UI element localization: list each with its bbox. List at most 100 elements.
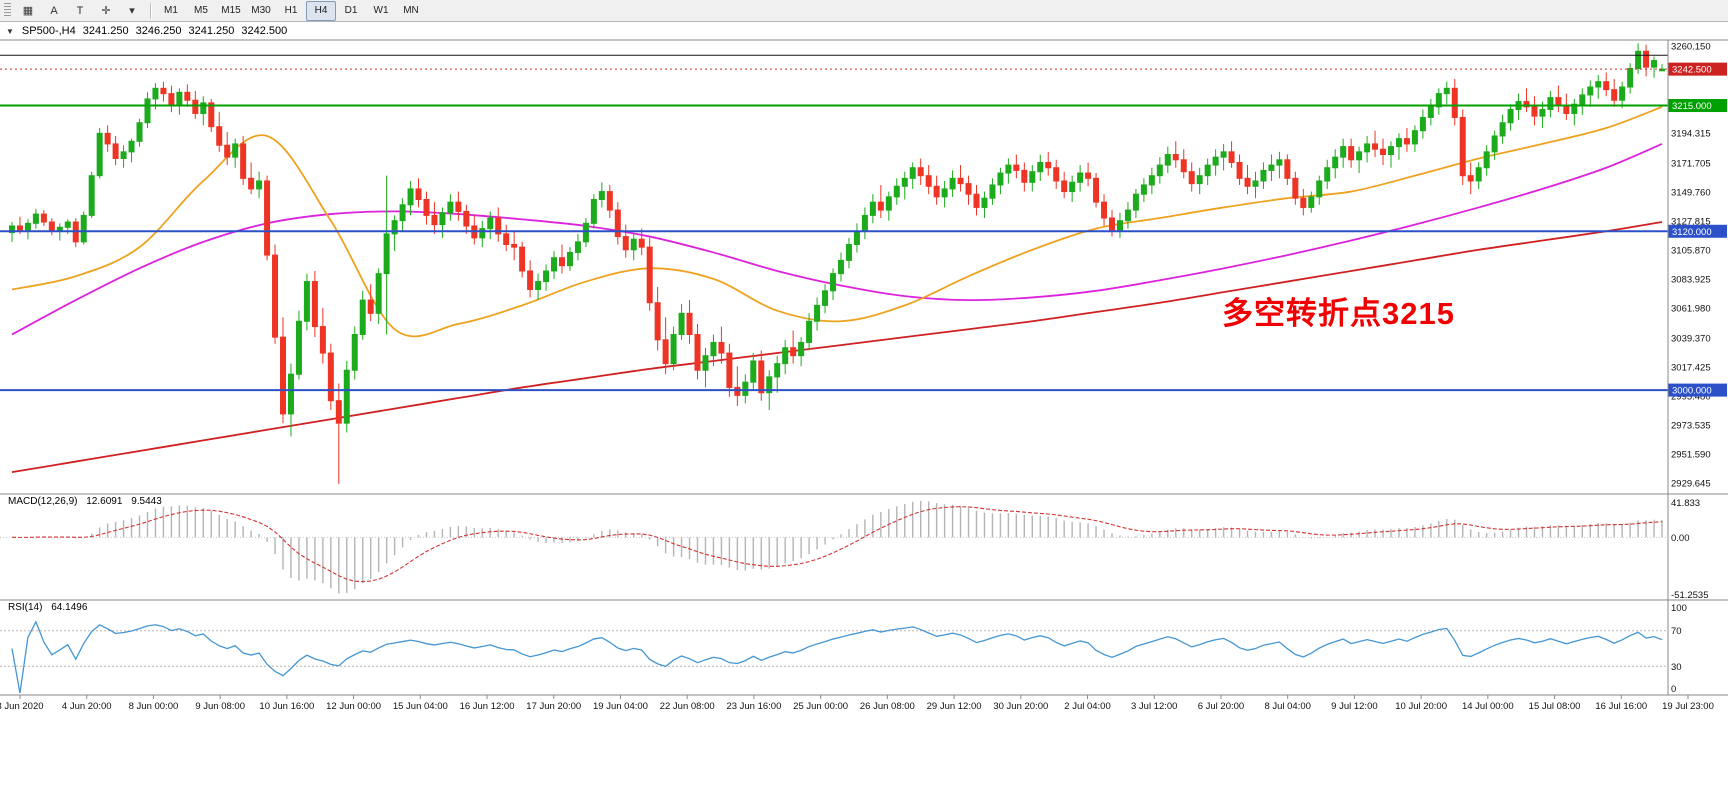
support-line-3120-badge <box>1668 224 1727 238</box>
timeframe-H1-button[interactable]: H1 <box>284 5 298 16</box>
time-axis-label: 10 Jul 20:00 <box>1395 701 1447 712</box>
time-axis-label: 14 Jul 00:00 <box>1462 701 1514 712</box>
price-chart-svg[interactable]: 3260.150 3194.315 3171.705 3149.760 3127.815… <box>0 22 1728 792</box>
price-axis-label: 2995.480 <box>1671 392 1711 403</box>
time-axis-label: 17 Jun 20:00 <box>526 701 581 712</box>
time-axis-label: 19 Jul 23:00 <box>1662 701 1714 712</box>
time-axis-label: 23 Jun 16:00 <box>726 701 781 712</box>
time-axis-label: 8 Jun 00:00 <box>129 701 179 712</box>
current-price-line-badge <box>1668 62 1727 76</box>
macd-axis-zero: 0.00 <box>1671 533 1690 544</box>
macd-name: MACD(12,26,9) <box>8 496 78 507</box>
price-axis-label: 3260.150 <box>1671 41 1711 52</box>
time-axis-label: 16 Jun 12:00 <box>460 701 515 712</box>
chart-symbol-period: SP500-,H4 <box>21 25 76 37</box>
toolbar-icon-buttons: ▦ A T ✛ ▾ <box>15 1 145 21</box>
time-axis-label: 26 Jun 08:00 <box>860 701 915 712</box>
support-line-3000-badge <box>1668 383 1727 397</box>
timeframe-MN-button[interactable]: MN <box>403 5 419 16</box>
price-axis-label: 3083.925 <box>1671 275 1711 286</box>
toolbar-grip[interactable] <box>4 3 11 18</box>
timeframe-buttons: M1 M5 M15 M30 H1 H4 D1 W1 MN <box>156 0 426 21</box>
price-axis-label: 2973.535 <box>1671 421 1711 432</box>
timeframe-W1-button[interactable]: W1 <box>373 5 389 16</box>
price-axis-label: 3194.315 <box>1671 128 1711 139</box>
chart-low-value: 3241.250 <box>188 25 235 37</box>
price-axis-label: 2929.645 <box>1671 479 1711 490</box>
time-axis-label: 15 Jul 08:00 <box>1529 701 1581 712</box>
chinese-annotation-text: 多空转折点3215 <box>1222 296 1455 331</box>
time-axis-label: 8 Jul 04:00 <box>1264 701 1310 712</box>
macd-indicator-label: MACD(12,26,9) 12.6091 9.5443 <box>8 496 168 507</box>
time-axis-label: 16 Jul 16:00 <box>1595 701 1647 712</box>
time-axis-label: 22 Jun 08:00 <box>660 701 715 712</box>
macd-signal-value: 9.5443 <box>131 496 162 507</box>
pivot-line-3215-badge-text: 3215.000 <box>1672 101 1712 112</box>
time-axis-label: 2 Jul 04:00 <box>1064 701 1110 712</box>
toolbar-separator <box>150 2 151 19</box>
current-price-line-badge-text: 3242.500 <box>1672 65 1712 76</box>
auto-scroll-button[interactable]: A <box>50 4 58 17</box>
timeframe-M15-button[interactable]: M15 <box>221 5 241 16</box>
macd-axis-min: -51.2535 <box>1671 590 1709 601</box>
price-axis-label: 3017.425 <box>1671 363 1711 374</box>
macd-main-value: 12.6091 <box>86 496 123 507</box>
chart-high-value: 3246.250 <box>135 25 182 37</box>
chart-close-value: 3242.500 <box>241 25 288 37</box>
rsi-axis-label: 0 <box>1671 684 1676 695</box>
price-axis: 3260.150 3194.315 3171.705 3149.760 3127.815… <box>1668 41 1727 490</box>
dropdown-arrow-icon[interactable]: ▾ <box>129 5 135 17</box>
time-axis-label: 6 Jul 20:00 <box>1198 701 1244 712</box>
rsi-indicator-label: RSI(14) 64.1496 <box>8 602 93 613</box>
time-axis-label: 12 Jun 00:00 <box>326 701 381 712</box>
price-axis-label: 2951.590 <box>1671 450 1711 461</box>
chart-frame <box>0 39 1728 696</box>
charts-grid-icon[interactable]: ▦ <box>22 5 34 17</box>
rsi-name: RSI(14) <box>8 602 43 613</box>
top-toolbar: ▦ A T ✛ ▾ M1 M5 M15 M30 H1 H4 D1 W1 MN <box>0 0 1728 22</box>
time-axis-label: 4 Jun 20:00 <box>62 701 112 712</box>
time-axis-label: 3 Jun 2020 <box>0 701 44 712</box>
time-axis-label: 15 Jun 04:00 <box>393 701 448 712</box>
time-axis-label: 25 Jun 00:00 <box>793 701 848 712</box>
candles-layer <box>8 43 1666 485</box>
price-axis-label: 3171.705 <box>1671 158 1711 169</box>
horizontal-lines-layer <box>0 54 1668 392</box>
chart-ohlc-title: ▼ SP500-,H4 3241.250 3246.250 3241.250 3… <box>6 24 287 38</box>
timeframe-H4-button[interactable]: H4 <box>306 0 336 21</box>
timeframe-M30-button[interactable]: M30 <box>251 5 271 16</box>
rsi-panel: 100 70 30 0 <box>0 603 1687 695</box>
text-label-button[interactable]: T <box>76 4 84 17</box>
crosshair-tool-icon[interactable]: ✛ <box>101 5 111 17</box>
pivot-line-3215-badge <box>1668 99 1727 113</box>
rsi-axis-label: 30 <box>1671 662 1682 673</box>
rsi-axis-label: 70 <box>1671 626 1682 637</box>
support-line-3120-badge-text: 3120.000 <box>1672 227 1712 238</box>
price-axis-label: 3061.980 <box>1671 304 1711 315</box>
chart-open-value: 3241.250 <box>82 25 129 37</box>
rsi-value: 64.1496 <box>51 602 88 613</box>
timeframe-M5-button[interactable]: M5 <box>194 5 208 16</box>
ma-red-line <box>11 221 1663 474</box>
time-axis-label: 29 Jun 12:00 <box>927 701 982 712</box>
timeframe-M1-button[interactable]: M1 <box>164 5 178 16</box>
time-axis-label: 9 Jun 08:00 <box>195 701 245 712</box>
rsi-line <box>11 620 1663 694</box>
chart-collapse-icon[interactable]: ▼ <box>6 26 14 36</box>
rsi-axis-label: 100 <box>1671 603 1687 614</box>
timeframe-D1-button[interactable]: D1 <box>344 5 358 16</box>
macd-signal-line <box>11 506 1663 583</box>
time-axis-label: 19 Jun 04:00 <box>593 701 648 712</box>
price-axis-label: 3149.760 <box>1671 187 1711 198</box>
ma-magenta-line <box>11 143 1663 336</box>
time-axis-label: 10 Jun 16:00 <box>259 701 314 712</box>
price-axis-label: 3105.870 <box>1671 245 1711 256</box>
macd-panel: 41.833 0.00 -51.2535 <box>0 498 1709 601</box>
macd-axis-max: 41.833 <box>1671 498 1700 509</box>
price-axis-label: 3127.815 <box>1671 216 1711 227</box>
support-line-3000-badge-text: 3000.000 <box>1672 386 1712 397</box>
time-axis-label: 9 Jul 12:00 <box>1331 701 1377 712</box>
time-axis-label: 3 Jul 12:00 <box>1131 701 1177 712</box>
chart-window[interactable]: 3260.150 3194.315 3171.705 3149.760 3127.815… <box>0 22 1728 792</box>
time-axis: 3 Jun 2020 4 Jun 20:00 8 Jun 00:00 9 Jun 08… <box>0 695 1714 712</box>
